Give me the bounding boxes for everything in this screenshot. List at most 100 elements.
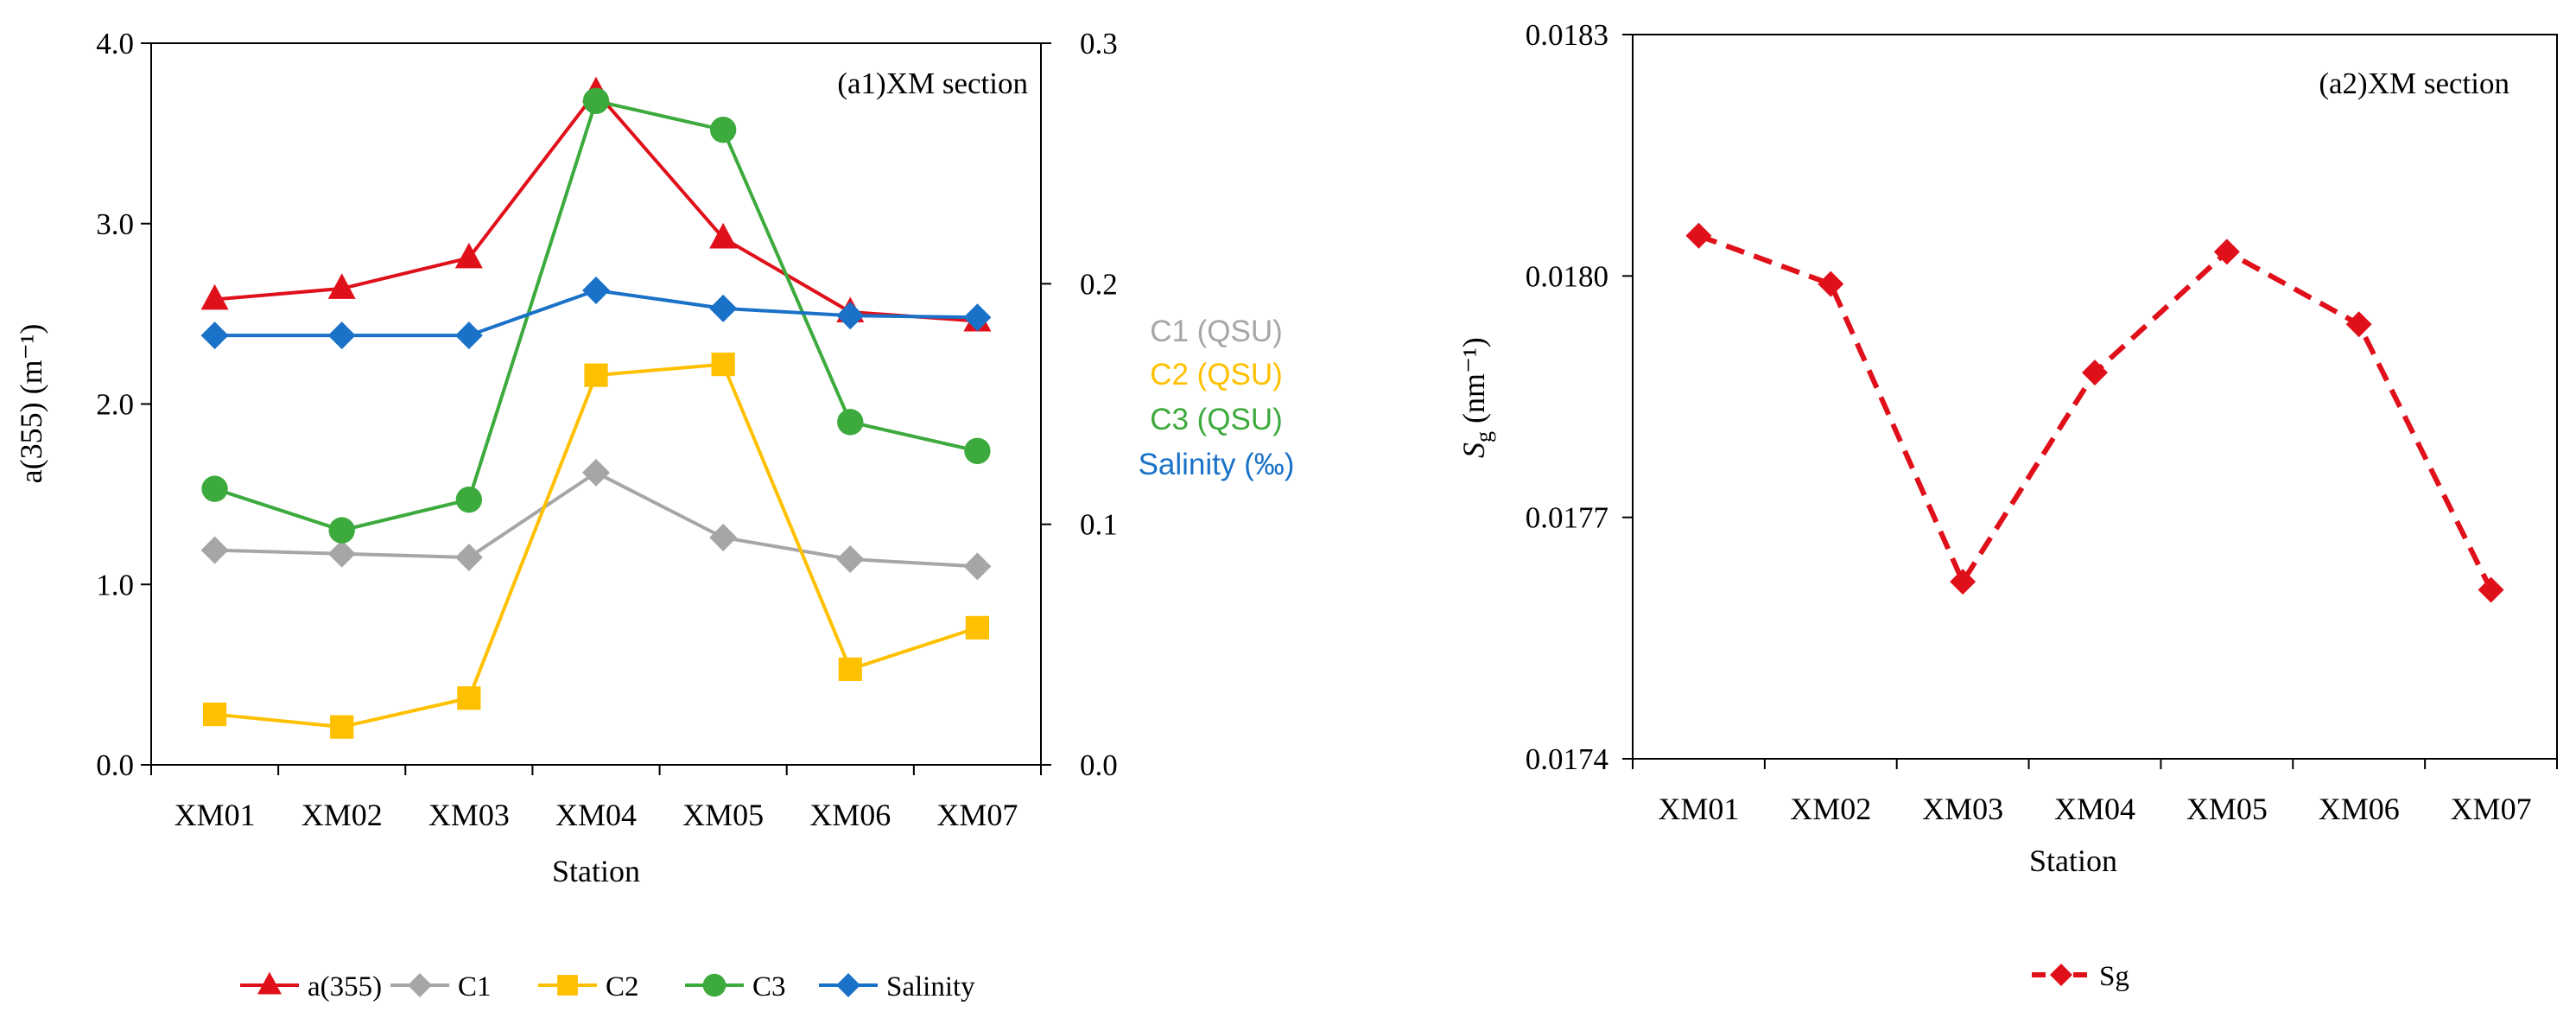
y-tick-label: 0.0174 bbox=[1526, 742, 1608, 776]
data-point bbox=[455, 486, 483, 513]
series-sg bbox=[1685, 222, 2504, 603]
x-tick-label: XM06 bbox=[2319, 792, 2400, 826]
data-point bbox=[2213, 239, 2240, 265]
data-point bbox=[454, 242, 483, 269]
y-tick-left-label: 0.0 bbox=[96, 748, 134, 782]
right-label-salinity: Salinity (‰) bbox=[1139, 448, 1295, 481]
a2-ylabel-sub: g bbox=[1471, 431, 1496, 442]
legend-label: Salinity bbox=[886, 971, 975, 1002]
data-point bbox=[582, 87, 610, 114]
y-tick-label: 0.0183 bbox=[1526, 18, 1608, 52]
a2-ylabel-main: S bbox=[1456, 442, 1491, 458]
legend-item: Sg bbox=[2032, 961, 2129, 992]
a1-marks bbox=[200, 76, 992, 739]
right-label-c2: C2 (QSU) bbox=[1150, 358, 1283, 391]
chart-a2: 0.0174 0.0177 0.0180 0.0183 XM01 XM02 XM03 XM04… bbox=[1456, 18, 2558, 992]
data-point bbox=[584, 363, 608, 387]
series-c1 bbox=[200, 458, 992, 581]
a1-annotation: (a1)XM section bbox=[837, 67, 1028, 100]
data-point bbox=[2082, 360, 2108, 386]
legend-label: C3 bbox=[752, 971, 786, 1002]
x-tick-label: XM07 bbox=[2451, 792, 2532, 826]
data-point bbox=[327, 539, 356, 568]
a1-right-labels: C1 (QSU) C2 (QSU) C3 (QSU) Salinity (‰) bbox=[1139, 315, 1295, 481]
series-c3 bbox=[201, 87, 991, 544]
data-point bbox=[1685, 222, 1712, 249]
legend-marker bbox=[557, 975, 578, 996]
series-salinity bbox=[200, 276, 992, 350]
a1-xlabel: Station bbox=[552, 854, 640, 888]
a2-plot-frame bbox=[1632, 34, 2558, 760]
legend-item: C1 bbox=[390, 971, 492, 1002]
data-point bbox=[836, 545, 865, 574]
data-point bbox=[963, 303, 992, 332]
x-tick-label: XM05 bbox=[2186, 792, 2268, 826]
data-point bbox=[328, 517, 355, 544]
series-c2 bbox=[202, 352, 990, 739]
data-point bbox=[201, 475, 228, 502]
x-tick-label: XM01 bbox=[174, 798, 256, 832]
legend-marker bbox=[408, 973, 432, 997]
right-label-c3: C3 (QSU) bbox=[1150, 403, 1283, 436]
data-point bbox=[327, 321, 356, 350]
legend-item: Salinity bbox=[819, 971, 975, 1002]
data-point bbox=[709, 523, 738, 551]
legend-item: a(355) bbox=[240, 971, 382, 1002]
a2-annotation: (a2)XM section bbox=[2319, 67, 2509, 100]
y-tick-right-label: 0.0 bbox=[1080, 748, 1118, 782]
data-point bbox=[963, 552, 992, 581]
data-point bbox=[838, 657, 862, 681]
y-tick-right-label: 0.2 bbox=[1080, 267, 1118, 301]
a2-legend: Sg bbox=[2032, 961, 2129, 992]
legend-marker bbox=[702, 973, 726, 997]
x-tick-label: XM03 bbox=[1922, 792, 2003, 826]
legend-marker bbox=[2050, 964, 2072, 986]
right-label-c1: C1 (QSU) bbox=[1150, 315, 1283, 348]
data-point bbox=[200, 321, 229, 350]
data-point bbox=[200, 283, 229, 310]
data-point bbox=[837, 409, 864, 436]
x-tick-label: XM03 bbox=[428, 798, 510, 832]
x-tick-label: XM05 bbox=[682, 798, 764, 832]
data-point bbox=[2478, 576, 2504, 603]
x-tick-label: XM01 bbox=[1658, 792, 1739, 826]
x-tick-label: XM06 bbox=[809, 798, 891, 832]
legend-label: C1 bbox=[458, 971, 492, 1002]
x-tick-label: XM04 bbox=[555, 798, 637, 832]
data-point bbox=[330, 715, 354, 739]
legend-marker bbox=[257, 971, 282, 995]
legend-marker bbox=[836, 973, 860, 997]
data-point bbox=[711, 352, 735, 377]
a2-marks bbox=[1685, 222, 2504, 603]
legend-item: C2 bbox=[538, 971, 639, 1002]
legend-item: C3 bbox=[685, 971, 786, 1002]
a2-xlabel: Station bbox=[2029, 843, 2117, 878]
data-point bbox=[836, 302, 865, 330]
x-tick-label: XM04 bbox=[2054, 792, 2135, 826]
y-tick-left-label: 1.0 bbox=[96, 568, 134, 601]
x-tick-label: XM07 bbox=[936, 798, 1018, 832]
y-tick-right-label: 0.3 bbox=[1080, 27, 1118, 60]
data-point bbox=[582, 276, 610, 304]
data-point bbox=[964, 437, 991, 464]
data-point bbox=[709, 294, 738, 322]
data-point bbox=[1950, 569, 1976, 595]
a2-ylabel-unit: (nm⁻¹) bbox=[1456, 337, 1491, 431]
data-point bbox=[582, 458, 610, 487]
legend-label: Sg bbox=[2099, 961, 2129, 992]
data-point bbox=[200, 536, 229, 564]
a2-axes: 0.0174 0.0177 0.0180 0.0183 XM01 XM02 XM03 XM04… bbox=[1526, 18, 2558, 826]
y-tick-right-label: 0.1 bbox=[1080, 508, 1118, 542]
series-line bbox=[1697, 232, 2494, 591]
a1-legend: a(355) C1 C2 C3 Salinity bbox=[240, 971, 975, 1002]
y-tick-left-label: 4.0 bbox=[96, 27, 134, 60]
series-line bbox=[214, 470, 978, 569]
legend-label: C2 bbox=[606, 971, 639, 1002]
series-line bbox=[214, 362, 979, 729]
data-point bbox=[454, 321, 483, 350]
data-point bbox=[1818, 271, 1844, 297]
y-tick-left-label: 3.0 bbox=[96, 207, 134, 241]
data-point bbox=[457, 686, 481, 710]
y-tick-label: 0.0180 bbox=[1526, 259, 1608, 293]
